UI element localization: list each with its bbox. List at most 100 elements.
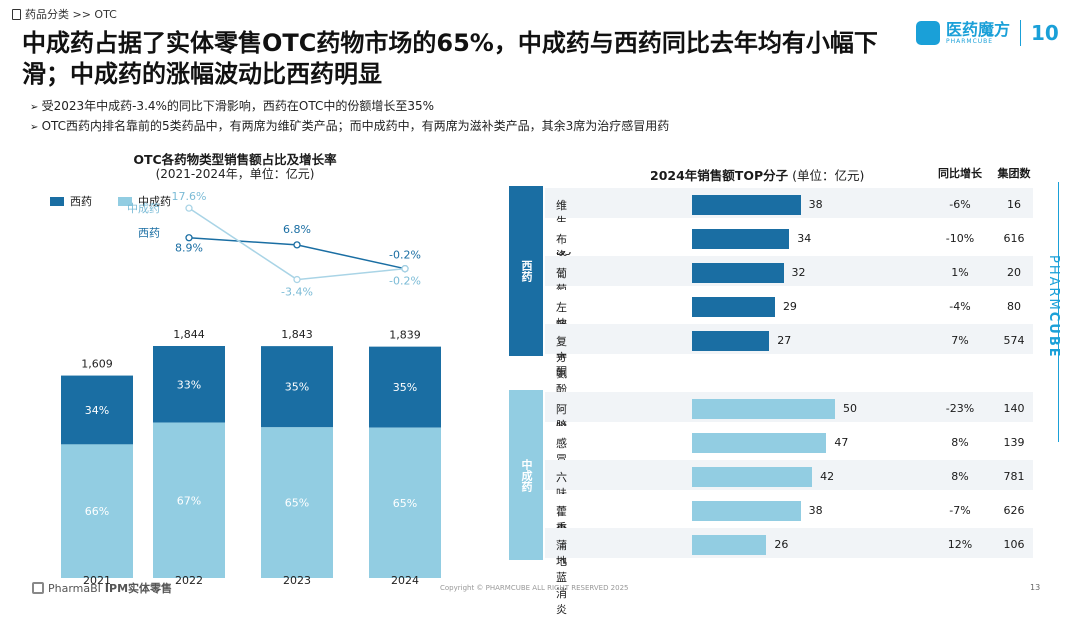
group-label-1: 中成药 <box>509 390 543 560</box>
bar-label-tcm: 65% <box>393 497 417 510</box>
growth-label: -0.2% <box>389 275 421 288</box>
cell-groups: 106 <box>1003 538 1025 551</box>
logo-divider <box>1020 20 1022 46</box>
growth-label: -0.2% <box>389 249 421 262</box>
side-divider <box>1058 182 1059 442</box>
bar-label-tcm: 65% <box>285 497 309 510</box>
footer-brand-name: PharmaBI <box>48 581 101 595</box>
x-tick-label: 2022 <box>175 574 203 587</box>
bar-western-2021 <box>61 375 133 445</box>
footer-brand-suffix: IPM实体零售 <box>104 582 173 595</box>
bar-布洛芬 <box>692 229 790 249</box>
logo-sub: PHARMCUBE <box>946 37 994 45</box>
bar-value-label: 29 <box>782 300 797 313</box>
bullet-item: OTC西药内排名靠前的5类药品中，有两席为维矿类产品；而中成药中，有两席为滋补类… <box>30 117 670 137</box>
cell-groups: 16 <box>1007 198 1021 211</box>
table-row <box>545 256 1033 286</box>
bar-western-2024 <box>369 346 441 428</box>
cell-growth: -7% <box>949 504 971 517</box>
bar-label-tcm: 66% <box>85 505 109 518</box>
legend-tcm: 中成药 <box>118 193 171 209</box>
page-title: 中成药占据了实体零售OTC药物市场的65%，中成药与西药同比去年均有小幅下滑；中… <box>22 29 878 88</box>
growth-label: 6.8% <box>283 223 311 236</box>
page-number: 13 <box>1030 583 1041 592</box>
group-label-0: 西药 <box>509 186 543 356</box>
cell-groups: 139 <box>1003 436 1025 449</box>
bullet-item: 受2023年中成药-3.4%的同比下滑影响，西药在OTC中的份额增长至35% <box>30 97 669 117</box>
right-chart-title-text: 2024年销售额TOP分子 <box>650 168 789 183</box>
column-header-growth: 同比增长 <box>938 167 982 180</box>
logo-name: 医药魔方 <box>946 19 1011 39</box>
cell-growth: -4% <box>949 300 971 313</box>
legend-swatch-tcm <box>118 196 132 206</box>
growth-point <box>185 204 193 212</box>
growth-point <box>293 241 301 249</box>
right-chart-unit: (单位：亿元) <box>792 168 865 183</box>
cell-growth: 7% <box>951 334 969 347</box>
cell-groups: 80 <box>1007 300 1021 313</box>
bar-value-label: 26 <box>774 538 789 551</box>
cell-growth: -6% <box>949 198 971 211</box>
growth-label: 8.9% <box>175 242 203 255</box>
breadcrumb-text: 药品分类 >> OTC <box>25 8 117 21</box>
cell-growth: 1% <box>951 266 969 279</box>
table-row <box>545 290 1033 320</box>
document-icon <box>12 8 21 20</box>
bar-六味地黄 <box>692 467 813 487</box>
bar-tcm-2021 <box>61 444 133 578</box>
side-brand-b: CUBE <box>1046 311 1061 359</box>
logo-anniversary: 10 <box>1031 21 1059 45</box>
side-brand-a: PHARM <box>1046 255 1061 312</box>
cell-growth: -10% <box>945 232 975 245</box>
cell-groups: 574 <box>1003 334 1025 347</box>
bar-value-label: 27 <box>777 334 792 347</box>
bar-蒲地蓝消炎 <box>692 535 767 555</box>
cell-growth: -23% <box>945 402 975 415</box>
legend-western: 西药 <box>50 193 92 209</box>
bar-label-western: 34% <box>85 404 109 417</box>
x-tick-label: 2023 <box>283 574 311 587</box>
bar-western-2023 <box>261 346 333 428</box>
table-row <box>545 324 1033 354</box>
growth-label: 17.6% <box>172 190 207 203</box>
breadcrumb[interactable]: 药品分类 >> OTC <box>12 6 117 22</box>
row-name: 蒲地蓝消炎 <box>556 539 567 616</box>
bar-tcm-2024 <box>369 427 441 578</box>
bar-维生素D3 <box>692 195 801 215</box>
legend-label-western: 西药 <box>70 195 92 208</box>
bar-value-label: 34 <box>797 232 812 245</box>
bar-label-tcm: 67% <box>177 494 201 507</box>
bar-total-label: 1,839 <box>389 329 421 342</box>
bar-藿香正气 <box>692 501 801 521</box>
side-brand: PHARMCUBE <box>1046 255 1061 359</box>
row-name: 阿胶 <box>556 403 567 432</box>
brand-logo: 医药魔方 PHARMCUBE 10 <box>916 20 1059 46</box>
bar-total-label: 1,609 <box>81 358 113 371</box>
bar-total-label: 1,843 <box>281 328 313 341</box>
bar-value-label: 47 <box>834 436 849 449</box>
cell-growth: 8% <box>951 436 969 449</box>
cell-growth: 8% <box>951 470 969 483</box>
bar-value-label: 50 <box>843 402 857 415</box>
bar-label-western: 35% <box>393 381 417 394</box>
legend-swatch-western <box>50 196 64 206</box>
x-tick-label: 2021 <box>83 574 111 587</box>
pharmabi-icon <box>32 582 44 594</box>
legend-label-tcm: 中成药 <box>138 195 171 208</box>
cell-groups: 616 <box>1003 232 1025 245</box>
bar-label-western: 33% <box>177 378 201 391</box>
growth-point <box>185 234 193 242</box>
left-chart: 34% 66% 1,609 2021 33% 67% 1,844 2022 35% 65% 1,84… <box>61 190 441 587</box>
left-chart-subtitle: (2021-2024年，单位：亿元) <box>155 167 315 181</box>
bar-阿胶 <box>692 399 835 419</box>
right-chart-title: 2024年销售额TOP分子 (单位：亿元) <box>650 165 864 184</box>
table-row <box>545 528 1033 558</box>
cell-growth: 12% <box>947 538 973 551</box>
bar-葡萄糖酸钙锌 <box>692 263 784 283</box>
bar-value-label: 42 <box>820 470 835 483</box>
cell-groups: 20 <box>1007 266 1021 279</box>
bar-感冒灵 <box>692 433 827 453</box>
growth-series-name: 中成药 <box>127 202 160 215</box>
bar-value-label: 38 <box>808 198 823 211</box>
footer-brand: PharmaBI IPM实体零售 <box>32 580 172 596</box>
